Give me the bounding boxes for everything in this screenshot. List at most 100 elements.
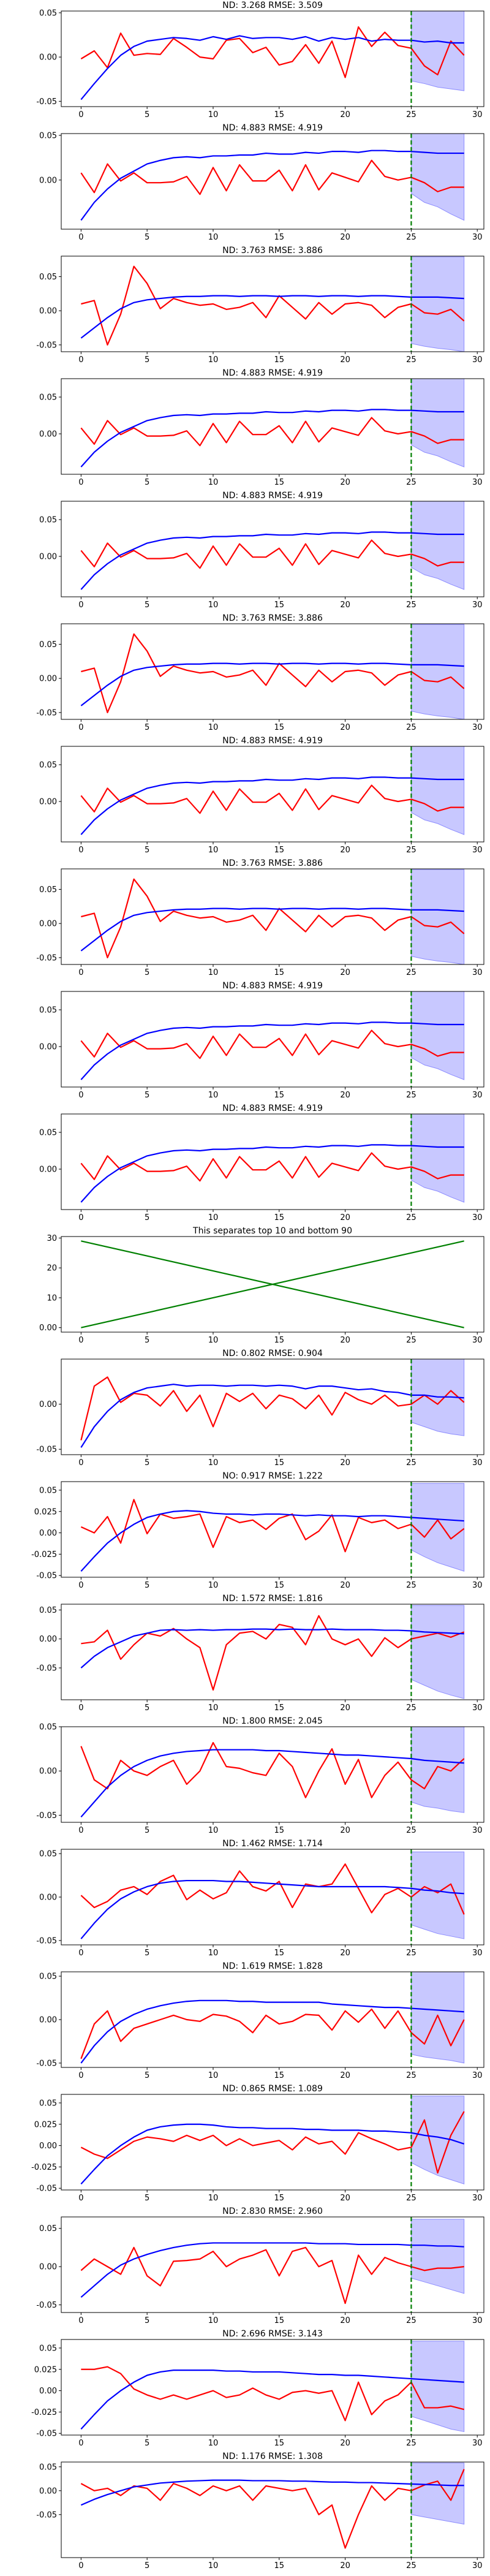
plot-area <box>80 1972 465 2064</box>
x-tick-label: 30 <box>472 1826 483 1835</box>
x-tick-label: 0 <box>78 478 83 487</box>
forecast-series-line <box>80 2123 464 2184</box>
x-tick-label: 15 <box>274 1703 285 1713</box>
x-tick-label: 20 <box>340 723 350 732</box>
x-tick-label: 0 <box>78 2439 83 2448</box>
x-tick-label: 0 <box>78 968 83 977</box>
x-tick-label: 10 <box>208 2194 219 2203</box>
x-tick-label: 10 <box>208 233 219 242</box>
actual-series-line <box>80 159 464 195</box>
x-tick-label: 30 <box>472 1949 483 1958</box>
y-tick-label: 0.00 <box>39 2142 57 2151</box>
y-tick-label: 0.05 <box>39 1129 57 1138</box>
x-tick-label: 20 <box>340 478 350 487</box>
prediction-interval-band <box>410 746 465 835</box>
x-tick-label: 5 <box>145 723 149 732</box>
x-tick-label: 20 <box>340 355 350 365</box>
y-tick-label: 0.05 <box>39 885 57 895</box>
prediction-interval-band <box>410 991 465 1080</box>
x-tick-label: 10 <box>208 2071 219 2080</box>
x-tick-label: 15 <box>274 1581 285 1590</box>
x-tick-label: 30 <box>472 2194 483 2203</box>
x-tick-label: 0 <box>78 846 83 855</box>
actual-series-line <box>80 2469 465 2549</box>
chart-title: ND: 1.619 RMSE: 1.828 <box>222 1961 323 1971</box>
x-tick-label: 15 <box>274 233 285 242</box>
y-tick-label: 0.05 <box>39 2224 57 2233</box>
y-tick-label: 0.05 <box>39 516 57 525</box>
x-tick-label: 10 <box>208 600 219 610</box>
x-tick-label: 20 <box>340 2561 350 2570</box>
y-tick-label: 0.00 <box>39 307 57 316</box>
prediction-interval-band <box>410 1483 465 1572</box>
forecast-series-line <box>80 1144 464 1203</box>
prediction-interval-band <box>410 501 465 590</box>
x-tick-label: 30 <box>472 600 483 610</box>
x-tick-label: 25 <box>406 355 417 365</box>
x-tick-label: 30 <box>472 2316 483 2325</box>
x-tick-label: 5 <box>145 1091 149 1100</box>
x-tick-label: 25 <box>406 1458 417 1468</box>
y-tick-label: 0.00 <box>39 430 57 439</box>
x-tick-label: 5 <box>145 600 149 610</box>
axes-frame <box>61 868 484 965</box>
x-tick-label: 20 <box>340 1826 350 1835</box>
x-tick-label: 10 <box>208 1826 219 1835</box>
forecast-series-line <box>80 2479 464 2506</box>
actual-series-line <box>80 1376 465 1441</box>
chart-title: ND: 3.763 RMSE: 3.886 <box>222 613 323 623</box>
y-tick-label: 10 <box>47 1294 57 1303</box>
x-tick-label: 15 <box>274 2316 285 2325</box>
x-tick-label: 0 <box>78 2071 83 2080</box>
chart-title: ND: 2.830 RMSE: 2.960 <box>222 2207 323 2216</box>
x-tick-label: 0 <box>78 1826 83 1835</box>
y-tick-label: -0.05 <box>36 2059 57 2068</box>
x-tick-label: 15 <box>274 2194 285 2203</box>
actual-series-line <box>81 1615 465 1691</box>
x-tick-label: 25 <box>406 968 417 977</box>
prediction-interval-band <box>410 2463 465 2525</box>
plot-area <box>80 2341 465 2433</box>
x-tick-label: 25 <box>406 2561 417 2570</box>
chart-title: ND: 4.883 RMSE: 4.919 <box>222 736 323 746</box>
actual-series-line <box>80 2246 464 2305</box>
x-tick-label: 5 <box>145 1949 149 1958</box>
x-tick-label: 25 <box>406 600 417 610</box>
axes-frame <box>61 133 484 230</box>
x-tick-label: 10 <box>208 2439 219 2448</box>
y-tick-label: 0.05 <box>39 2099 57 2108</box>
y-tick-label: 0.05 <box>39 640 57 650</box>
y-tick-label: 0.05 <box>39 131 57 140</box>
actual-series-line <box>80 417 464 447</box>
y-tick-label: -0.05 <box>36 708 57 718</box>
y-tick-label: 0.00 <box>39 1529 57 1538</box>
x-tick-label: 30 <box>472 1581 483 1590</box>
y-tick-label: 0.025 <box>34 2120 57 2129</box>
x-tick-label: 20 <box>340 1091 350 1100</box>
chart-title: ND: 0.802 RMSE: 0.904 <box>222 1349 323 1358</box>
x-tick-label: 0 <box>78 1213 83 1222</box>
prediction-interval-band <box>410 11 465 91</box>
chart-title: ND: 1.462 RMSE: 1.714 <box>222 1839 323 1849</box>
chart-title: ND: 1.572 RMSE: 1.816 <box>222 1594 323 1604</box>
x-tick-label: 10 <box>208 1949 219 1958</box>
x-tick-label: 25 <box>406 846 417 855</box>
chart-panel-10: ND: 4.883 RMSE: 4.919 0 5 10 15 20 25 30 0.00 0.0… <box>39 1104 484 1222</box>
chart-panel-14: ND: 1.572 RMSE: 1.816 0 5 10 15 20 25 30 -0.05 0.… <box>36 1594 484 1713</box>
forecast-series-line <box>80 1999 464 2064</box>
x-tick-label: 5 <box>145 1581 149 1590</box>
y-tick-label: -0.05 <box>36 2510 57 2520</box>
forecast-series-line <box>80 409 464 468</box>
chart-panel-7: ND: 4.883 RMSE: 4.919 0 5 10 15 20 25 30 0.00 0.0… <box>39 736 484 855</box>
plot-area <box>80 501 465 590</box>
plot-area <box>80 1605 465 1699</box>
forecast-series-line <box>80 150 464 221</box>
x-tick-label: 10 <box>208 968 219 977</box>
x-tick-label: 30 <box>472 968 483 977</box>
axes-frame <box>61 991 484 1088</box>
actual-series-line <box>80 539 464 569</box>
actual-series-line <box>81 633 465 713</box>
y-tick-label: 0.00 <box>39 2016 57 2025</box>
